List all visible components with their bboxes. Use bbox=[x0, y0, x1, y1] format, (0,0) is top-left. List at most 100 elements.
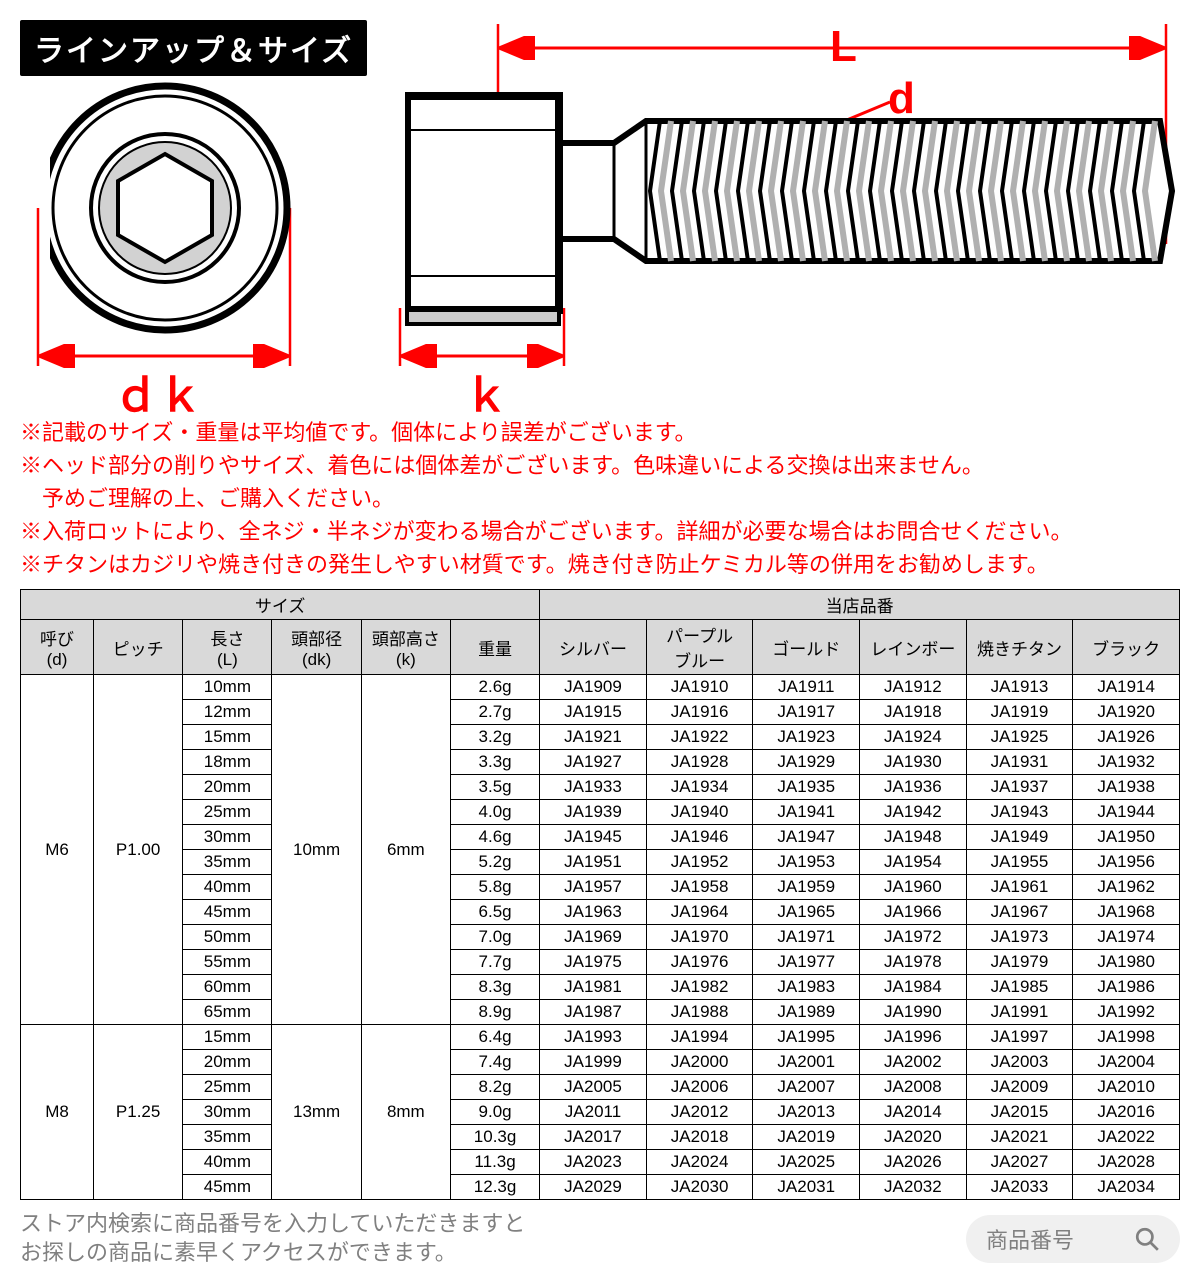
cell-code: JA2002 bbox=[860, 1050, 967, 1075]
cell-L: 10mm bbox=[183, 675, 272, 700]
search-box[interactable]: 商品番号 bbox=[966, 1215, 1180, 1263]
cell-weight: 2.6g bbox=[450, 675, 539, 700]
th-color: 焼きチタン bbox=[966, 620, 1073, 675]
cell-code: JA1942 bbox=[860, 800, 967, 825]
th-size: 長さ(L) bbox=[183, 620, 272, 675]
table-row: 50mm7.0gJA1969JA1970JA1971JA1972JA1973JA… bbox=[21, 925, 1180, 950]
cell-code: JA2031 bbox=[753, 1175, 860, 1200]
table-row: 40mm5.8gJA1957JA1958JA1959JA1960JA1961JA… bbox=[21, 875, 1180, 900]
cell-code: JA1971 bbox=[753, 925, 860, 950]
cell-code: JA2012 bbox=[646, 1100, 753, 1125]
cell-code: JA2024 bbox=[646, 1150, 753, 1175]
table-row: M6P1.0010mm10mm6mm2.6gJA1909JA1910JA1911… bbox=[21, 675, 1180, 700]
cell-code: JA1941 bbox=[753, 800, 860, 825]
cell-weight: 5.2g bbox=[450, 850, 539, 875]
cell-code: JA1960 bbox=[860, 875, 967, 900]
cell-code: JA1981 bbox=[540, 975, 647, 1000]
cell-code: JA1979 bbox=[966, 950, 1073, 975]
cell-code: JA1947 bbox=[753, 825, 860, 850]
cell-code: JA1958 bbox=[646, 875, 753, 900]
cell-code: JA1961 bbox=[966, 875, 1073, 900]
cell-code: JA1987 bbox=[540, 1000, 647, 1025]
table-row: 55mm7.7gJA1975JA1976JA1977JA1978JA1979JA… bbox=[21, 950, 1180, 975]
cell-code: JA1929 bbox=[753, 750, 860, 775]
th-color: レインボー bbox=[860, 620, 967, 675]
table-row: 15mm3.2gJA1921JA1922JA1923JA1924JA1925JA… bbox=[21, 725, 1180, 750]
bolt-head-front-icon bbox=[50, 76, 310, 336]
cell-code: JA1974 bbox=[1073, 925, 1180, 950]
cell-code: JA1959 bbox=[753, 875, 860, 900]
cell-code: JA2023 bbox=[540, 1150, 647, 1175]
cell-code: JA1923 bbox=[753, 725, 860, 750]
table-row: 30mm9.0gJA2011JA2012JA2013JA2014JA2015JA… bbox=[21, 1100, 1180, 1125]
cell-code: JA2013 bbox=[753, 1100, 860, 1125]
cell-code: JA1915 bbox=[540, 700, 647, 725]
cell-code: JA1921 bbox=[540, 725, 647, 750]
cell-code: JA1966 bbox=[860, 900, 967, 925]
cell-code: JA2007 bbox=[753, 1075, 860, 1100]
cell-code: JA1922 bbox=[646, 725, 753, 750]
cell-code: JA1936 bbox=[860, 775, 967, 800]
note-line: ※ヘッド部分の削りやサイズ、着色には個体差がございます。色味違いによる交換は出来… bbox=[20, 449, 1180, 482]
cell-code: JA1967 bbox=[966, 900, 1073, 925]
cell-code: JA1986 bbox=[1073, 975, 1180, 1000]
dim-label-dk: ｄｋ bbox=[114, 360, 202, 424]
cell-code: JA2004 bbox=[1073, 1050, 1180, 1075]
cell-code: JA1916 bbox=[646, 700, 753, 725]
cell-code: JA2032 bbox=[860, 1175, 967, 1200]
th-size: 頭部高さ(k) bbox=[361, 620, 450, 675]
cell-pitch: P1.25 bbox=[94, 1025, 183, 1200]
cell-L: 40mm bbox=[183, 1150, 272, 1175]
cell-code: JA1934 bbox=[646, 775, 753, 800]
cell-code: JA1919 bbox=[966, 700, 1073, 725]
cell-L: 35mm bbox=[183, 1125, 272, 1150]
cell-code: JA1997 bbox=[966, 1025, 1073, 1050]
cell-weight: 8.2g bbox=[450, 1075, 539, 1100]
cell-code: JA2027 bbox=[966, 1150, 1073, 1175]
cell-L: 25mm bbox=[183, 1075, 272, 1100]
cell-code: JA1991 bbox=[966, 1000, 1073, 1025]
cell-L: 45mm bbox=[183, 900, 272, 925]
cell-code: JA2028 bbox=[1073, 1150, 1180, 1175]
cell-L: 20mm bbox=[183, 1050, 272, 1075]
cell-code: JA1910 bbox=[646, 675, 753, 700]
cell-code: JA2003 bbox=[966, 1050, 1073, 1075]
cell-code: JA1999 bbox=[540, 1050, 647, 1075]
cell-code: JA1943 bbox=[966, 800, 1073, 825]
dim-label-L: L bbox=[830, 22, 857, 72]
cell-code: JA1928 bbox=[646, 750, 753, 775]
cell-code: JA2005 bbox=[540, 1075, 647, 1100]
cell-code: JA1955 bbox=[966, 850, 1073, 875]
cell-weight: 8.3g bbox=[450, 975, 539, 1000]
cell-code: JA2021 bbox=[966, 1125, 1073, 1150]
notes-block: ※記載のサイズ・重量は平均値です。個体により誤差がございます。※ヘッド部分の削り… bbox=[20, 416, 1180, 581]
cell-code: JA1950 bbox=[1073, 825, 1180, 850]
cell-L: 35mm bbox=[183, 850, 272, 875]
cell-weight: 9.0g bbox=[450, 1100, 539, 1125]
cell-k: 8mm bbox=[361, 1025, 450, 1200]
cell-code: JA1965 bbox=[753, 900, 860, 925]
cell-weight: 7.4g bbox=[450, 1050, 539, 1075]
cell-code: JA2009 bbox=[966, 1075, 1073, 1100]
cell-code: JA1925 bbox=[966, 725, 1073, 750]
cell-L: 65mm bbox=[183, 1000, 272, 1025]
cell-code: JA2017 bbox=[540, 1125, 647, 1150]
table-row: 45mm12.3gJA2029JA2030JA2031JA2032JA2033J… bbox=[21, 1175, 1180, 1200]
cell-code: JA2019 bbox=[753, 1125, 860, 1150]
cell-code: JA1976 bbox=[646, 950, 753, 975]
cell-L: 40mm bbox=[183, 875, 272, 900]
cell-code: JA1913 bbox=[966, 675, 1073, 700]
cell-code: JA1949 bbox=[966, 825, 1073, 850]
cell-code: JA1924 bbox=[860, 725, 967, 750]
cell-code: JA1995 bbox=[753, 1025, 860, 1050]
cell-code: JA1969 bbox=[540, 925, 647, 950]
th-color: ゴールド bbox=[753, 620, 860, 675]
cell-code: JA1983 bbox=[753, 975, 860, 1000]
cell-code: JA1938 bbox=[1073, 775, 1180, 800]
th-size: 呼び(d) bbox=[21, 620, 94, 675]
cell-code: JA2033 bbox=[966, 1175, 1073, 1200]
table-row: 35mm5.2gJA1951JA1952JA1953JA1954JA1955JA… bbox=[21, 850, 1180, 875]
cell-code: JA1951 bbox=[540, 850, 647, 875]
th-color: パープルブルー bbox=[646, 620, 753, 675]
cell-weight: 5.8g bbox=[450, 875, 539, 900]
